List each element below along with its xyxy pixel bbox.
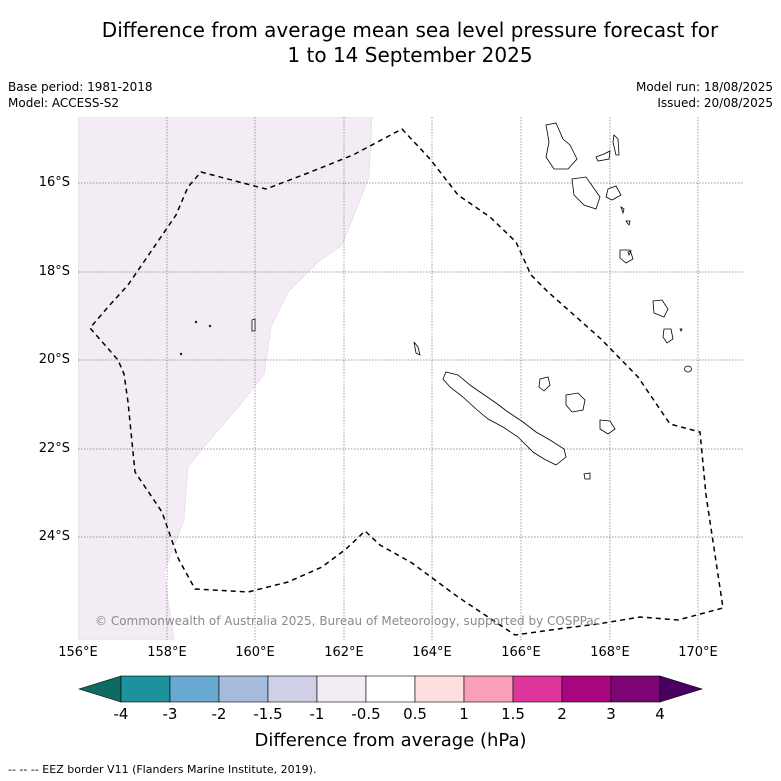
vanuatu-coast xyxy=(545,122,692,373)
espiritu-santo-island xyxy=(545,122,578,170)
colorbar-tick: 4 xyxy=(655,705,665,723)
malakula-island xyxy=(571,176,601,210)
new-caledonia-coast xyxy=(413,341,616,480)
efate-island xyxy=(619,249,634,264)
colorbar-segment xyxy=(316,675,367,703)
lat-label-18s: 18°S xyxy=(38,264,70,279)
map-svg xyxy=(78,117,743,640)
maewo-island xyxy=(612,134,620,156)
colorbar-extend-min xyxy=(77,675,122,703)
chart-title: Difference from average mean sea level p… xyxy=(0,18,781,68)
lon-label-164e: 164°E xyxy=(412,645,452,660)
colorbar-label: Difference from average (hPa) xyxy=(254,730,527,751)
meta-right: Model run: 18/08/2025 Issued: 20/08/2025 xyxy=(636,79,773,111)
map-panel: © Commonwealth of Australia 2025, Bureau… xyxy=(78,117,743,640)
lifou-island xyxy=(565,392,586,413)
meta-left: Base period: 1981-2018 Model: ACCESS-S2 xyxy=(8,79,153,111)
lon-label-158e: 158°E xyxy=(147,645,187,660)
lon-label-168e: 168°E xyxy=(590,645,630,660)
ouvea-island xyxy=(538,376,551,392)
colorbar-tick: 1 xyxy=(459,705,469,723)
colorbar-segment xyxy=(120,675,171,703)
belep-island xyxy=(413,341,421,356)
chesterfield-islands xyxy=(179,318,256,356)
eez-border xyxy=(89,128,724,636)
colorbar-tick: 3 xyxy=(606,705,616,723)
colorbar xyxy=(77,675,704,703)
colorbar-segment xyxy=(463,675,514,703)
colorbar-segment xyxy=(169,675,220,703)
colorbar-tick: 1.5 xyxy=(501,705,525,723)
lon-label-156e: 156°E xyxy=(58,645,98,660)
ambrym-island xyxy=(605,185,622,201)
eez-footnote: -- -- -- EEZ border V11 (Flanders Marine… xyxy=(8,763,317,776)
colorbar-segment xyxy=(218,675,269,703)
colorbar-segment xyxy=(365,675,416,703)
map-gridlines xyxy=(78,117,743,640)
pentecost-island xyxy=(595,150,611,162)
colorbar-tick: 2 xyxy=(557,705,567,723)
model-run-text: Model run: 18/08/2025 xyxy=(635,80,773,94)
aneityum-island xyxy=(684,365,692,373)
lon-label-170e: 170°E xyxy=(678,645,718,660)
colorbar-tick: -3 xyxy=(162,705,178,723)
colorbar-tick: -1.5 xyxy=(253,705,283,723)
isle-of-pines xyxy=(583,472,591,480)
small-islands xyxy=(620,206,683,332)
colorbar-segment xyxy=(414,675,465,703)
issued-text: Issued: 20/08/2025 xyxy=(657,96,773,110)
colorbar-segments xyxy=(77,675,704,703)
lat-label-16s: 16°S xyxy=(38,175,70,190)
colorbar-tick: 0.5 xyxy=(403,705,427,723)
pressure-anomaly-region xyxy=(78,117,373,640)
lat-label-24s: 24°S xyxy=(38,529,70,544)
colorbar-segment xyxy=(610,675,661,703)
lat-label-20s: 20°S xyxy=(38,352,70,367)
mare-island xyxy=(599,419,616,435)
grande-terre-island xyxy=(442,371,567,466)
colorbar-tick: -0.5 xyxy=(351,705,381,723)
copyright-notice: © Commonwealth of Australia 2025, Bureau… xyxy=(95,614,601,628)
title-line-1: Difference from average mean sea level p… xyxy=(101,18,719,42)
lon-label-166e: 166°E xyxy=(501,645,541,660)
lat-label-22s: 22°S xyxy=(38,441,70,456)
colorbar-segment xyxy=(561,675,612,703)
colorbar-extend-max xyxy=(659,675,704,703)
tanna-island xyxy=(662,328,674,344)
colorbar-tick: -2 xyxy=(211,705,227,723)
colorbar-tick: -4 xyxy=(113,705,129,723)
chesterfield-reef xyxy=(251,318,256,332)
lon-label-162e: 162°E xyxy=(324,645,364,660)
model-text: Model: ACCESS-S2 xyxy=(8,96,120,110)
base-period-text: Base period: 1981-2018 xyxy=(8,80,153,94)
colorbar-segment xyxy=(267,675,318,703)
colorbar-segment xyxy=(512,675,563,703)
erromango-island xyxy=(652,299,669,318)
lon-label-160e: 160°E xyxy=(235,645,275,660)
title-line-2: 1 to 14 September 2025 xyxy=(287,43,533,67)
colorbar-tick: -1 xyxy=(309,705,325,723)
